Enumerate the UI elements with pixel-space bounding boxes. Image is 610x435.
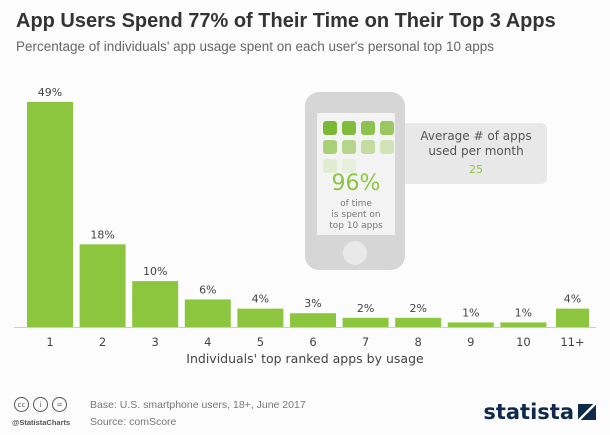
x-tick-label: 2 <box>99 335 106 349</box>
bar <box>447 322 494 327</box>
x-tick-label: 5 <box>257 335 264 349</box>
phone-screen: 96% of time is spent on top 10 apps <box>317 113 395 235</box>
bar <box>556 308 589 327</box>
cc-icon: cc <box>14 397 29 412</box>
data-label: 2% <box>409 302 426 315</box>
bar <box>132 281 179 327</box>
x-tick-label: 6 <box>309 335 316 349</box>
callout-value: 25 <box>469 163 483 176</box>
x-tick-label: 11+ <box>560 335 584 349</box>
desc-line: of time <box>340 199 372 209</box>
data-label: 3% <box>304 297 321 310</box>
data-label: 18% <box>90 228 114 241</box>
bar-chart: 49% 1 18% 2 10% 3 6% 4 4% 5 3% 6 2% 7 2% 8 1% 9 1% 10 4% 11+ I… <box>14 86 596 366</box>
data-label: 4% <box>252 293 269 306</box>
bar <box>79 244 126 327</box>
x-tick-label: 7 <box>362 335 369 349</box>
data-label: 1% <box>462 306 479 319</box>
bar <box>184 299 231 327</box>
data-label: 49% <box>38 86 62 99</box>
x-tick-label: 4 <box>204 335 211 349</box>
twitter-handle: @StatistaCharts <box>12 418 71 427</box>
bar <box>342 317 389 327</box>
bar <box>395 317 442 327</box>
bar <box>500 322 547 327</box>
percent-description: of time is spent on top 10 apps <box>317 199 395 232</box>
desc-line: is spent on <box>331 210 381 220</box>
data-label: 1% <box>515 306 532 319</box>
phone-illustration: 96% of time is spent on top 10 apps <box>305 92 405 270</box>
x-tick-label: 8 <box>415 335 422 349</box>
base-note: Base: U.S. smartphone users, 18+, June 2… <box>90 399 306 411</box>
data-label: 2% <box>357 302 374 315</box>
bar <box>237 308 284 327</box>
logo-icon <box>578 404 596 420</box>
nd-icon: = <box>52 397 67 412</box>
data-label: 10% <box>143 265 167 278</box>
license-icons: cc i = <box>14 397 67 412</box>
callout-label: Average # of apps <box>420 129 532 143</box>
logo-text: statista <box>483 400 574 424</box>
x-tick-label: 10 <box>516 335 531 349</box>
percent-time-top10: 96% <box>331 171 381 196</box>
statista-logo[interactable]: statista <box>483 400 596 424</box>
source-note: Source: comScore <box>90 416 177 428</box>
x-tick-label: 3 <box>152 335 159 349</box>
home-button-icon <box>343 241 367 265</box>
avg-apps-callout: Average # of apps used per month 25 <box>405 123 547 184</box>
by-icon: i <box>33 397 48 412</box>
chart-title: App Users Spend 77% of Their Time on The… <box>16 10 556 32</box>
data-label: 6% <box>199 283 216 296</box>
chart-subtitle: Percentage of individuals' app usage spe… <box>16 39 494 54</box>
footer-notes: Base: U.S. smartphone users, 18+, June 2… <box>90 397 306 431</box>
x-axis-title: Individuals' top ranked apps by usage <box>186 351 424 366</box>
desc-line: top 10 apps <box>329 221 383 231</box>
app-grid-icon <box>323 121 394 173</box>
x-tick-label: 1 <box>46 335 53 349</box>
callout-label: used per month <box>428 144 524 158</box>
bar <box>290 313 336 327</box>
data-label: 4% <box>564 293 581 306</box>
x-tick-label: 9 <box>467 335 474 349</box>
bar <box>27 102 73 327</box>
